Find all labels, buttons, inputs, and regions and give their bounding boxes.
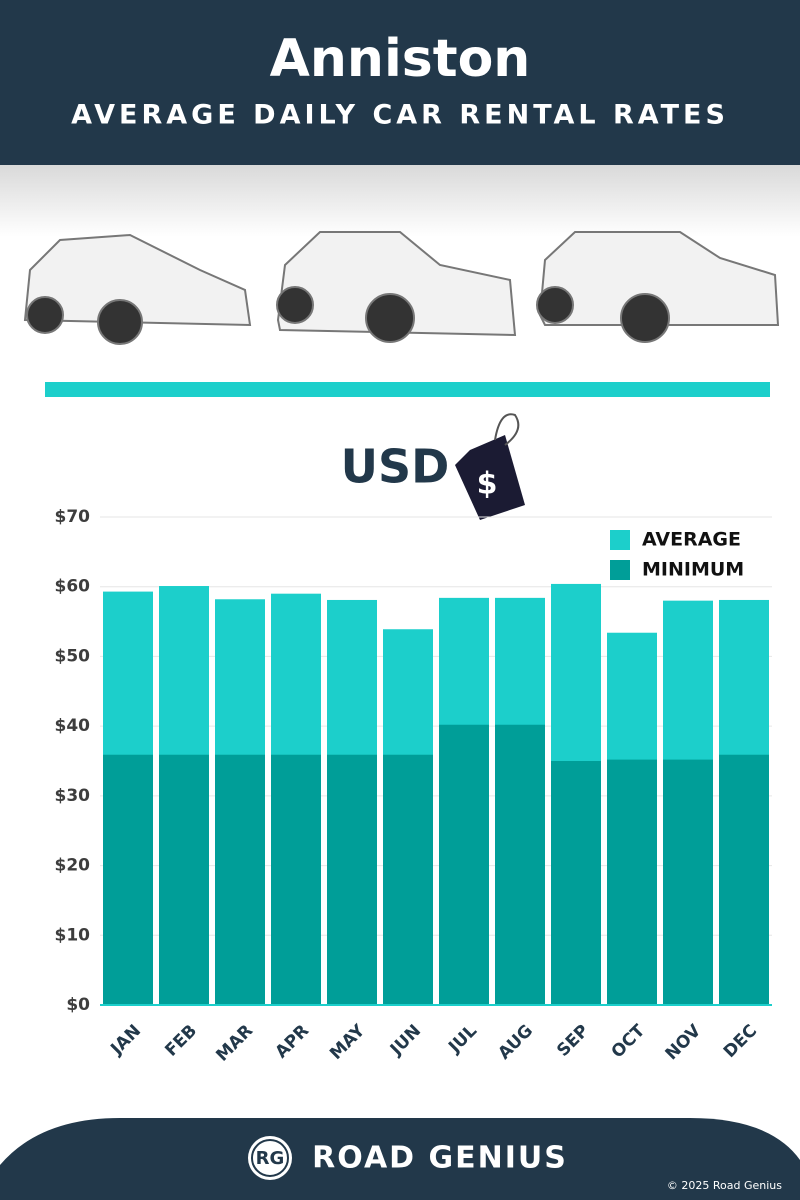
y-tick-label: $30 [55, 786, 91, 806]
x-tick-label: JAN [106, 1021, 145, 1060]
x-tick-label: JUN [386, 1021, 425, 1060]
footer [0, 1118, 800, 1200]
y-tick-label: $60 [55, 577, 91, 597]
bar [551, 761, 601, 1005]
logo-mark: RG [256, 1148, 285, 1169]
x-tick-label: SEP [553, 1021, 593, 1061]
x-tick-label: APR [272, 1021, 314, 1063]
x-tick-label: AUG [494, 1021, 537, 1064]
x-tick-label: OCT [608, 1021, 650, 1063]
x-tick-label: MAR [212, 1021, 257, 1066]
bar [327, 754, 377, 1005]
header [0, 0, 800, 165]
x-tick-label: MAY [326, 1020, 369, 1063]
bar [383, 754, 433, 1005]
bar [663, 759, 713, 1005]
y-tick-label: $20 [55, 856, 91, 876]
legend-label: MINIMUM [642, 559, 744, 581]
brand: ROAD GENIUS [312, 1141, 568, 1176]
bar [271, 754, 321, 1005]
y-tick-label: $70 [55, 507, 91, 527]
y-tick-label: $40 [55, 716, 91, 736]
usd-label: USD [341, 440, 450, 494]
bar [439, 724, 489, 1005]
legend-swatch [610, 530, 630, 550]
x-tick-label: DEC [720, 1021, 761, 1062]
bar [103, 754, 153, 1005]
logo-ring [251, 1139, 289, 1177]
x-tick-label: JUL [444, 1021, 481, 1058]
title: Anniston [270, 29, 531, 89]
bar [607, 759, 657, 1005]
car-images [23, 231, 780, 345]
logo-circle [248, 1136, 292, 1180]
copyright: © 2025 Road Genius [667, 1179, 782, 1192]
legend-swatch [610, 560, 630, 580]
bar [215, 754, 265, 1005]
y-tick-label: $10 [55, 925, 91, 945]
bar [495, 724, 545, 1005]
x-tick-label: FEB [161, 1021, 201, 1061]
price-tag: $ [455, 413, 525, 520]
bar [159, 754, 209, 1005]
y-tick-label: $0 [66, 995, 90, 1015]
subtitle: AVERAGE DAILY CAR RENTAL RATES [71, 100, 729, 131]
divider [45, 382, 770, 397]
y-tick-label: $50 [55, 646, 91, 666]
legend-label: AVERAGE [642, 529, 741, 551]
x-tick-label: NOV [662, 1020, 706, 1064]
bar [719, 754, 769, 1005]
price-tag-symbol: $ [477, 467, 498, 502]
